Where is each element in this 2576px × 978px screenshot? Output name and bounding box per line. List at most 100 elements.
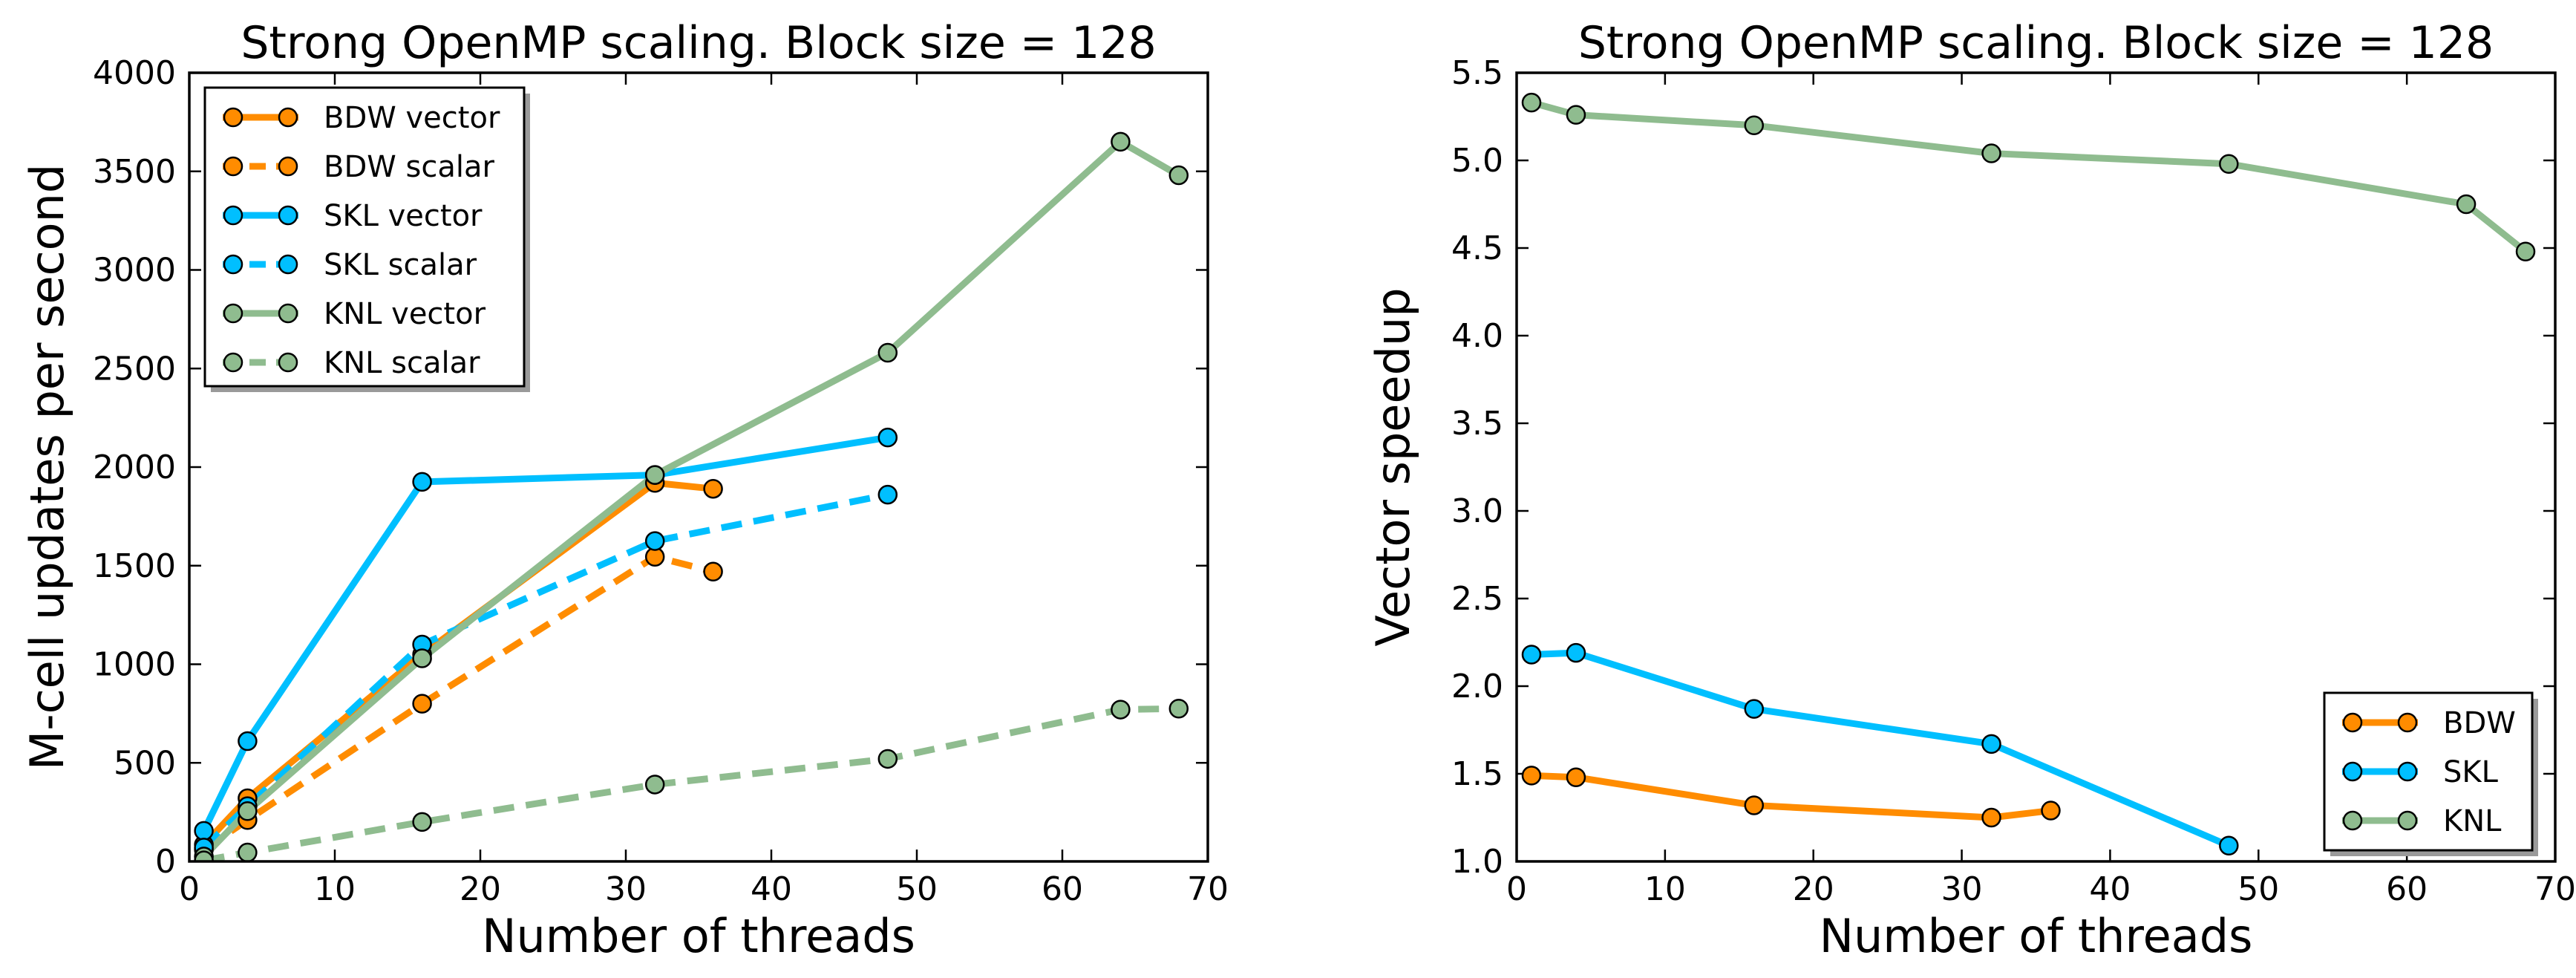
legend-marker-bdw-scalar [223,156,243,177]
data-point-knl-scalar [1111,700,1131,720]
x-tick-label: 0 [179,870,200,908]
x-tick-label: 70 [1187,870,1229,908]
legend-marker-bdw-scalar [278,156,298,177]
data-point-skl [2219,835,2239,856]
legend-marker-bdw-vector [223,107,243,128]
data-point-knl-scalar [412,812,432,832]
y-tick-label: 3500 [93,153,176,191]
data-point-bdw [1981,807,2001,828]
legend-label: SKL scalar [324,248,477,282]
x-tick-label: 0 [1506,870,1527,908]
legend-marker-knl [2342,810,2363,831]
legend-box [203,86,526,388]
legend-marker-bdw-vector [278,107,298,128]
data-point-skl [1521,645,1542,665]
data-point-bdw-scalar [703,561,723,581]
chart-title: Strong OpenMP scaling. Block size = 128 [1578,17,2494,69]
data-point-knl-scalar [644,775,665,795]
data-point-knl-vector [644,465,665,485]
x-tick-label: 40 [2089,870,2131,908]
x-tick-label: 30 [605,870,647,908]
x-tick-label: 20 [1793,870,1834,908]
data-point-knl-vector [1111,131,1131,152]
chart-title: Strong OpenMP scaling. Block size = 128 [241,17,1156,69]
legend-label: KNL scalar [324,346,480,380]
legend-label: SKL vector [324,199,483,233]
y-tick-label: 3.0 [1451,492,1503,530]
x-tick-label: 30 [1941,870,1983,908]
legend-marker-bdw [2342,712,2363,733]
legend-marker-skl-scalar [278,254,298,275]
data-point-skl [1744,699,1765,719]
data-point-bdw-scalar [412,694,432,714]
x-tick-label: 60 [1042,870,1083,908]
legend-label: BDW [2443,706,2516,740]
data-point-skl [1981,734,2001,754]
y-tick-label: 500 [114,744,176,782]
x-tick-label: 50 [896,870,938,908]
y-tick-label: 1000 [93,646,176,684]
data-point-skl-scalar [877,484,898,505]
x-axis-label: Number of threads [1820,909,2253,963]
data-point-knl-scalar [877,749,898,769]
data-point-skl [1566,642,1586,663]
data-point-bdw [1566,767,1586,787]
legend-marker-knl-vector [223,303,243,324]
legend-label: KNL [2443,804,2502,838]
legend-marker-skl-scalar [223,254,243,275]
y-tick-label: 3.5 [1451,405,1503,443]
data-point-knl-vector [238,801,258,821]
x-tick-label: 60 [2386,870,2428,908]
y-tick-label: 0 [155,843,176,881]
data-point-knl-scalar [1168,698,1189,719]
y-tick-label: 4.0 [1451,317,1503,355]
data-point-skl-vector [412,472,432,492]
data-point-knl [2219,154,2239,174]
legend-marker-bdw [2397,712,2418,733]
y-axis-label: M-cell updates per second [20,164,74,771]
data-point-knl [1981,143,2001,163]
data-point-bdw [1744,795,1765,815]
data-point-skl-vector [194,821,214,841]
y-tick-label: 1.0 [1451,843,1503,881]
data-point-knl [1521,92,1542,113]
legend-label: BDW scalar [324,150,494,184]
data-point-knl [1744,115,1765,136]
plot-frame [188,71,1209,863]
data-point-knl [2456,194,2477,215]
legend-marker-knl [2397,810,2418,831]
y-tick-label: 2.5 [1451,580,1503,618]
x-tick-label: 50 [2237,870,2279,908]
y-axis-label: Vector speedup [1366,287,1420,646]
data-point-skl-scalar [644,531,665,551]
data-point-bdw-vector [703,478,723,499]
data-point-skl-vector [877,427,898,448]
y-tick-label: 1.5 [1451,755,1503,793]
legend-marker-knl-vector [278,303,298,324]
data-point-knl-vector [1168,165,1189,186]
legend-marker-skl [2342,761,2363,782]
x-tick-label: 20 [460,870,501,908]
data-point-bdw [1521,766,1542,786]
legend-marker-knl-scalar [223,352,243,373]
x-tick-label: 40 [751,870,792,908]
y-tick-label: 4.5 [1451,229,1503,267]
legend-marker-knl-scalar [278,352,298,373]
data-point-knl [1566,105,1586,125]
x-tick-label: 10 [314,870,356,908]
x-axis-label: Number of threads [482,909,915,963]
x-tick-label: 70 [2534,870,2576,908]
legend-label: KNL vector [324,297,486,331]
legend-marker-skl-vector [223,205,243,226]
y-tick-label: 3000 [93,252,176,290]
data-layer [1521,92,2536,856]
y-tick-label: 2.0 [1451,668,1503,705]
chart-throughput: 0 10 20 30 40 50 60 70 0 500 1000 1500 2000 2500 3000 3… [20,17,1229,963]
data-point-knl [2515,241,2536,261]
legend-label: SKL [2443,755,2499,789]
y-tick-label: 2000 [93,449,176,486]
x-tick-label: 10 [1644,870,1686,908]
legend-marker-skl [2397,761,2418,782]
data-point-knl-vector [877,342,898,363]
